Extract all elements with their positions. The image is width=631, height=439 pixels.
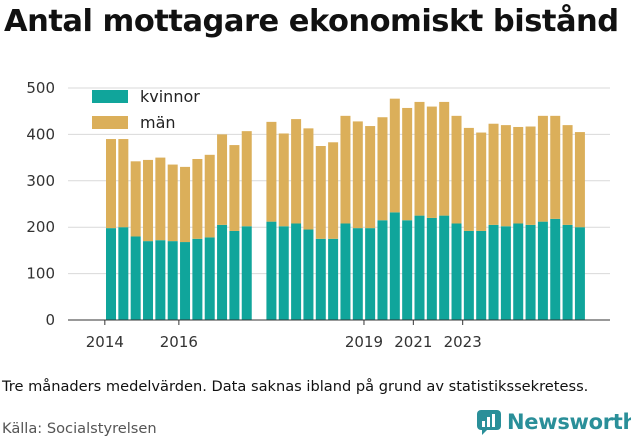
bar-man-9 [217,134,228,225]
bar-kvinnor-31 [488,224,499,320]
bar-kvinnor-8 [204,237,215,320]
bar-kvinnor-25 [414,215,425,320]
bar-kvinnor-13 [266,221,277,320]
bar-man-28 [451,115,462,224]
bar-man-25 [414,101,425,216]
bar-man-26 [426,106,437,218]
legend-label-0: kvinnor [140,87,200,106]
newsworthy-logo-icon [477,410,501,435]
bar-man-3 [143,159,154,242]
bar-kvinnor-20 [352,228,363,320]
bar-man-15 [291,119,302,224]
y-tick-label-300: 300 [26,172,55,190]
bar-kvinnor-6 [180,242,191,320]
bar-kvinnor-7 [192,238,203,320]
bar-man-31 [488,123,499,225]
x-tick-label-2016: 2016 [160,333,198,351]
legend-label-1: män [140,113,176,132]
bar-man-32 [500,125,511,227]
x-tick-label-2014: 2014 [86,333,124,351]
bar-man-8 [204,154,215,238]
bar-man-13 [266,121,277,222]
stacked-bar-chart: 0 100 200 300 400 500 2014 2016 2019 2021 2023 kvin… [26,79,610,351]
bar-man-22 [377,117,388,221]
y-tick-label-500: 500 [26,79,55,97]
y-tick-label-0: 0 [45,311,55,329]
bar-kvinnor-24 [402,220,413,320]
bar-kvinnor-21 [365,228,376,320]
bar-kvinnor-27 [439,215,450,320]
x-tick-label-2019: 2019 [345,333,383,351]
bar-man-7 [192,158,203,239]
bar-man-20 [352,121,363,229]
bar-man-6 [180,166,191,243]
bar-man-4 [155,157,166,241]
chart-note: Tre månaders medelvärden. Data saknas ib… [2,378,589,395]
x-tick-label-2023: 2023 [444,333,482,351]
bar-man-0 [106,139,116,229]
brand-logo[interactable]: Newsworthy [476,408,631,436]
source-text: Källa: Socialstyrelsen [2,420,157,437]
bar-kvinnor-26 [426,217,437,320]
y-tick-label-200: 200 [26,218,55,236]
bar-man-17 [315,146,326,239]
bar-man-33 [513,126,524,224]
bar-man-24 [402,107,413,221]
bar-kvinnor-38 [574,227,585,320]
bar-kvinnor-11 [241,226,252,320]
bar-kvinnor-35 [537,221,548,320]
bar-kvinnor-32 [500,226,511,320]
bar-kvinnor-15 [291,223,302,320]
bar-kvinnor-0 [106,228,116,320]
bar-kvinnor-33 [513,223,524,320]
chart-title: Antal mottagare ekonomiskt bistånd [4,4,619,39]
bar-kvinnor-34 [525,224,536,320]
bar-man-2 [130,161,141,237]
bar-man-35 [537,115,548,222]
bar-man-10 [229,145,240,231]
bar-kvinnor-36 [550,218,561,320]
bar-man-23 [389,98,400,213]
bar-man-37 [562,125,573,225]
bar-man-18 [328,142,339,239]
bar-man-1 [118,139,129,228]
bar-kvinnor-17 [315,238,326,320]
y-tick-label-400: 400 [26,125,55,143]
bar-man-11 [241,131,252,227]
bar-kvinnor-30 [476,230,487,320]
bar-kvinnor-2 [130,236,141,320]
bar-kvinnor-16 [303,229,314,320]
legend-swatch-1 [92,116,128,129]
bar-man-29 [463,127,474,231]
bar-kvinnor-22 [377,220,388,320]
bar-man-36 [550,115,561,219]
bar-kvinnor-1 [118,227,129,320]
bar-man-38 [574,132,585,228]
x-tick-label-2021: 2021 [394,333,432,351]
bar-kvinnor-28 [451,223,462,320]
bar-kvinnor-23 [389,212,400,320]
bar-kvinnor-18 [328,238,339,320]
bar-man-21 [365,126,376,229]
bar-man-14 [278,133,289,227]
bar-kvinnor-19 [340,223,351,320]
bar-kvinnor-4 [155,240,166,320]
bar-kvinnor-10 [229,230,240,320]
bar-kvinnor-5 [167,241,178,320]
y-tick-label-100: 100 [26,265,55,283]
bar-kvinnor-9 [217,224,228,320]
bar-man-27 [439,101,450,216]
bar-man-16 [303,128,314,230]
bar-kvinnor-3 [143,241,154,320]
bar-kvinnor-14 [278,226,289,320]
bar-man-19 [340,115,351,224]
bar-man-30 [476,132,487,231]
legend-swatch-0 [92,90,128,103]
bar-kvinnor-29 [463,230,474,320]
bar-kvinnor-37 [562,224,573,320]
brand-name: Newsworthy [507,410,631,434]
bar-man-5 [167,164,178,242]
bar-man-34 [525,126,536,225]
